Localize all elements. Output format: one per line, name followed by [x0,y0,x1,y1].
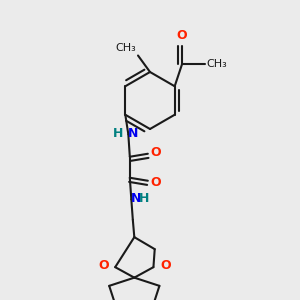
Text: CH₃: CH₃ [206,59,227,69]
Text: O: O [98,259,109,272]
Text: H: H [139,192,149,205]
Text: N: N [128,127,139,140]
Text: O: O [150,176,161,189]
Text: N: N [131,192,142,205]
Text: CH₃: CH₃ [116,43,136,53]
Text: O: O [177,29,188,42]
Text: O: O [150,146,161,159]
Text: O: O [160,259,171,272]
Text: H: H [112,127,123,140]
